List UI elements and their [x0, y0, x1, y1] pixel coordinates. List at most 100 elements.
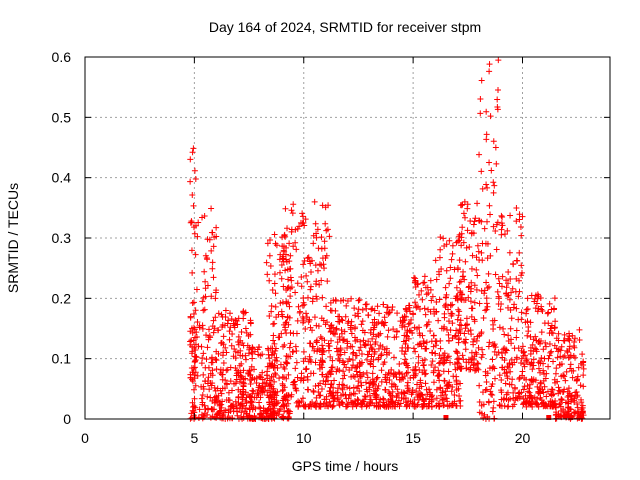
data-point [323, 393, 330, 400]
data-point [534, 308, 541, 315]
data-point [403, 313, 410, 320]
data-point [580, 372, 587, 379]
data-point [290, 348, 297, 355]
data-point [378, 378, 385, 385]
data-point [399, 324, 406, 331]
data-point [456, 237, 463, 244]
data-point [485, 398, 492, 405]
data-point [312, 281, 319, 288]
data-point [516, 211, 523, 218]
data-point [212, 295, 219, 302]
data-point [283, 258, 290, 265]
data-point [208, 355, 215, 362]
data-point [415, 391, 422, 398]
data-point [375, 345, 382, 352]
data-point [553, 404, 560, 411]
data-point [432, 350, 439, 357]
data-point [486, 339, 493, 346]
data-point [492, 344, 499, 351]
data-point [569, 332, 576, 339]
data-point [515, 316, 522, 323]
data-point [196, 322, 203, 329]
data-point [473, 366, 480, 373]
data-point [230, 401, 237, 408]
data-point [372, 338, 379, 345]
data-point [233, 376, 240, 383]
data-point [263, 259, 270, 266]
data-point [498, 212, 505, 219]
data-point [292, 289, 299, 296]
data-point [513, 327, 520, 334]
data-point [194, 318, 201, 325]
data-point [540, 346, 547, 353]
data-point [248, 399, 255, 406]
data-point [478, 354, 485, 361]
data-point [303, 272, 310, 279]
data-point [520, 386, 527, 393]
data-point [482, 387, 489, 394]
data-point [549, 386, 556, 393]
data-point [580, 383, 587, 390]
data-point [352, 324, 359, 331]
data-point [493, 246, 500, 253]
data-point [331, 331, 338, 338]
data-point [437, 234, 444, 241]
data-point [271, 340, 278, 347]
data-point [450, 373, 457, 380]
data-point [285, 400, 292, 407]
data-point [440, 352, 447, 359]
data-point [245, 332, 252, 339]
data-point [288, 228, 295, 235]
data-point [269, 286, 276, 293]
data-point [478, 329, 485, 336]
data-point [366, 398, 373, 405]
data-point [567, 365, 574, 372]
data-point [357, 338, 364, 345]
data-point [273, 400, 280, 407]
data-point [477, 110, 484, 117]
data-point [215, 327, 222, 334]
data-point [486, 61, 493, 68]
data-point [215, 350, 222, 357]
data-point [427, 328, 434, 335]
data-point [189, 399, 196, 406]
data-point [358, 350, 365, 357]
data-point [416, 341, 423, 348]
data-point [483, 181, 490, 188]
data-point [356, 369, 363, 376]
data-point [260, 407, 267, 414]
data-point [436, 296, 443, 303]
data-point [282, 326, 289, 333]
data-point [498, 350, 505, 357]
data-point [243, 399, 250, 406]
data-point [271, 378, 278, 385]
data-point [488, 167, 495, 174]
data-point [300, 402, 307, 409]
data-point [485, 270, 492, 277]
data-point [322, 204, 329, 211]
data-point [367, 341, 374, 348]
data-point [319, 371, 326, 378]
data-point [209, 259, 216, 266]
data-point [284, 266, 291, 273]
data-point [484, 184, 491, 191]
data-point [516, 288, 523, 295]
data-point [545, 363, 552, 370]
y-tick-label: 0.4 [52, 170, 72, 186]
data-point [547, 349, 554, 356]
data-point [224, 320, 231, 327]
data-point [457, 296, 464, 303]
data-point [300, 261, 307, 268]
data-point [329, 364, 336, 371]
data-point [567, 393, 574, 400]
data-point [485, 283, 492, 290]
data-point [463, 315, 470, 322]
data-point [540, 377, 547, 384]
data-point [325, 347, 332, 354]
data-point [422, 284, 429, 291]
data-point [259, 384, 266, 391]
data-point [370, 388, 377, 395]
data-point [451, 391, 458, 398]
data-point [355, 306, 362, 313]
data-point [267, 262, 274, 269]
